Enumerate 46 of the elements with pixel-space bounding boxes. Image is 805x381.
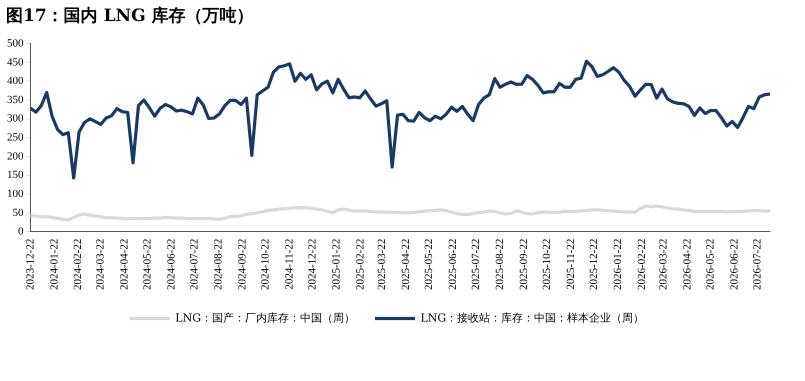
chart-title: 图17：国内 LNG 库存（万吨） [6, 5, 254, 27]
x-tick-label: 2025-09-22 [518, 238, 530, 290]
x-tick-label: 2025-10-22 [541, 238, 554, 290]
x-tick-label: 2025-06-22 [446, 238, 459, 290]
x-tick-label: 2025-03-22 [376, 238, 388, 290]
x-tick-label: 2025-05-22 [423, 238, 436, 290]
x-tick-label: 2024-07-22 [188, 238, 201, 290]
x-tick-label: 2023-12-22 [24, 238, 36, 290]
x-tick-label: 2024-09-22 [236, 238, 248, 290]
x-tick-label: 2024-12-22 [306, 238, 319, 290]
x-tick-label: 2026-04-22 [681, 238, 694, 290]
y-tick-label: 150 [7, 169, 24, 182]
y-tick-label: 400 [7, 75, 24, 88]
y-tick-label: 250 [7, 132, 24, 144]
y-tick-label: 100 [7, 188, 24, 200]
x-tick-label: 2024-08-22 [212, 238, 225, 290]
x-tick-label: 2026-01-22 [612, 238, 624, 290]
x-tick-label: 2025-08-22 [494, 238, 506, 290]
x-tick-label: 2026-05-22 [704, 238, 717, 290]
x-tick-label: 2024-05-22 [142, 238, 154, 290]
x-tick-label: 2024-10-22 [260, 238, 272, 290]
y-tick-label: 0 [18, 226, 24, 238]
x-tick-label: 2025-12-22 [588, 238, 600, 290]
x-tick-label: 2025-02-22 [354, 238, 366, 290]
x-tick-label: 2024-02-22 [72, 238, 84, 290]
y-tick-label: 200 [7, 150, 24, 162]
x-tick-label: 2026-02-22 [636, 238, 648, 290]
x-tick-label: 2026-07-22 [752, 238, 764, 290]
y-tick-label: 450 [7, 56, 24, 68]
x-tick-label: 2025-11-22 [564, 238, 577, 290]
x-tick-label: 2024-04-22 [118, 238, 130, 290]
x-tick-label: 2025-01-22 [330, 238, 343, 290]
x-tick-label: 2024-06-22 [166, 238, 178, 290]
x-tick-label: 2024-03-22 [94, 238, 107, 290]
legend-label: LNG：国产：厂内库存：中国（周） [175, 311, 355, 324]
y-tick-label: 300 [7, 112, 24, 125]
legend-label: LNG：接收站：库存：中国：样本企业（周） [420, 311, 644, 324]
y-tick-label: 50 [12, 206, 24, 219]
x-tick-label: 2024-11-22 [283, 238, 296, 290]
x-tick-label: 2026-06-22 [728, 238, 740, 290]
y-tick-label: 500 [7, 37, 24, 50]
x-tick-label: 2024-01-22 [48, 238, 60, 290]
y-tick-label: 350 [7, 94, 24, 106]
x-tick-label: 2025-04-22 [400, 238, 412, 290]
x-tick-label: 2025-07-22 [470, 238, 482, 290]
x-tick-label: 2026-03-22 [657, 238, 670, 290]
